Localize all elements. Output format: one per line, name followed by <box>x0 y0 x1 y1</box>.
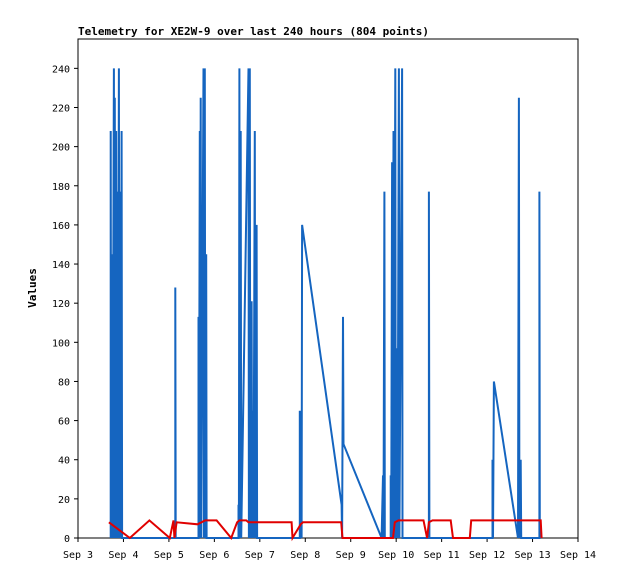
y-tick-label: 20 <box>58 495 70 506</box>
series-line-red <box>108 519 543 542</box>
x-tick-label: Sep 10 <box>378 550 414 561</box>
x-tick-label: Sep 5 <box>154 550 184 561</box>
x-tick-label: Sep 13 <box>514 550 550 561</box>
x-tick-label: Sep 12 <box>469 550 505 561</box>
y-tick-label: 220 <box>52 103 70 114</box>
plot-area: 0 20 40 60 80 100 120 140 160 180 200 220 240 Sep 3 Se… <box>52 38 596 561</box>
y-tick-label: 120 <box>52 299 70 310</box>
x-tick-label: Sep 6 <box>199 550 229 561</box>
y-tick-label: 60 <box>58 417 70 428</box>
y-axis-label: Values <box>26 268 39 308</box>
x-tick-label: Sep 9 <box>336 550 366 561</box>
x-tick-label: Sep 14 <box>560 550 596 561</box>
y-tick-label: 0 <box>64 534 70 545</box>
y-tick-label: 180 <box>52 182 70 193</box>
chart-title: Telemetry for XE2W-9 over last 240 hours… <box>78 25 429 38</box>
y-tick-label: 140 <box>52 260 70 271</box>
x-tick-label: Sep 3 <box>63 550 93 561</box>
x-tick-label: Sep 8 <box>290 550 320 561</box>
y-tick-label: 80 <box>58 377 70 388</box>
x-tick-label: Sep 11 <box>424 550 460 561</box>
y-tick-label: 160 <box>52 221 70 232</box>
y-tick-label: 40 <box>58 456 70 467</box>
y-tick-label: 200 <box>52 143 70 154</box>
y-tick-label: 100 <box>52 338 70 349</box>
x-tick-label: Sep 7 <box>245 550 275 561</box>
x-tick-label: Sep 4 <box>108 550 138 561</box>
series-line-blue <box>109 68 541 539</box>
plot-frame <box>77 38 579 539</box>
y-tick-label: 240 <box>52 64 70 75</box>
